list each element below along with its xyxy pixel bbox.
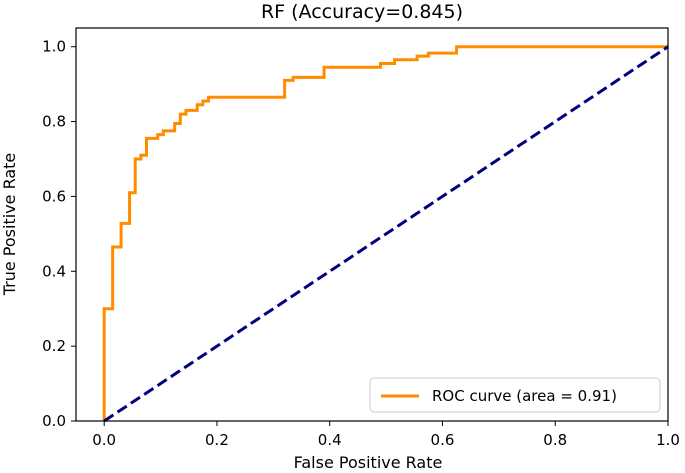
y-axis-label: True Positive Rate xyxy=(0,153,19,297)
y-tick-label: 0.6 xyxy=(42,187,66,205)
x-axis-label: False Positive Rate xyxy=(294,453,443,472)
chance-diagonal-line xyxy=(103,45,669,423)
roc-curve-line xyxy=(102,45,668,421)
y-tick-label: 1.0 xyxy=(42,38,66,56)
x-tick-label: 0.0 xyxy=(92,431,116,449)
y-tick-label: 0.2 xyxy=(42,337,66,355)
y-tick-label: 0.4 xyxy=(42,262,66,280)
plot-area xyxy=(75,27,669,423)
x-tick-label: 0.4 xyxy=(318,431,342,449)
legend-roc-label: ROC curve (area = 0.91) xyxy=(432,387,617,405)
x-tick-label: 0.8 xyxy=(543,431,567,449)
chart-title: RF (Accuracy=0.845) xyxy=(261,1,463,23)
x-tick-label: 0.6 xyxy=(431,431,455,449)
y-tick-label: 0.0 xyxy=(42,412,66,430)
x-tick-label: 0.2 xyxy=(205,431,229,449)
legend: ROC curve (area = 0.91) xyxy=(369,377,661,413)
plot-border xyxy=(75,27,669,422)
y-tick-label: 0.8 xyxy=(42,113,66,131)
x-tick-label: 1.0 xyxy=(656,431,680,449)
series-layer xyxy=(102,45,669,423)
legend-box xyxy=(369,377,661,413)
x-axis: 0.0 0.2 0.4 0.6 0.8 1.0 xyxy=(92,421,680,449)
y-axis: 0.0 0.2 0.4 0.6 0.8 1.0 xyxy=(42,38,76,430)
plot-frame xyxy=(76,28,668,421)
